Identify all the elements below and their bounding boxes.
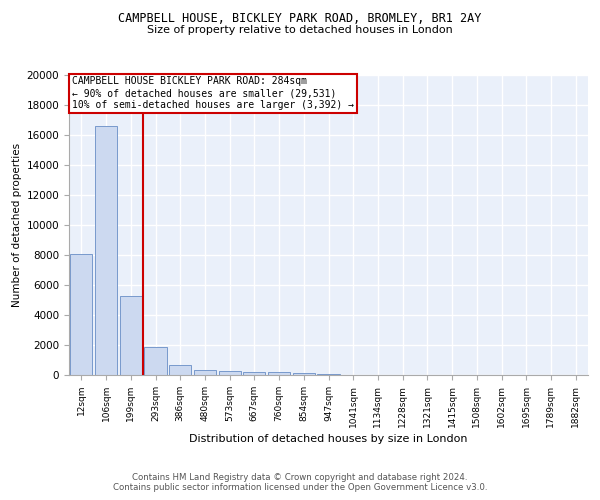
Bar xyxy=(119,296,142,375)
Text: Contains public sector information licensed under the Open Government Licence v3: Contains public sector information licen… xyxy=(113,484,487,492)
Text: CAMPBELL HOUSE BICKLEY PARK ROAD: 284sqm
← 90% of detached houses are smaller (2: CAMPBELL HOUSE BICKLEY PARK ROAD: 284sqm… xyxy=(71,76,353,110)
Bar xyxy=(317,374,340,375)
Bar xyxy=(95,126,117,375)
Y-axis label: Number of detached properties: Number of detached properties xyxy=(13,143,22,307)
Bar xyxy=(169,364,191,375)
Bar xyxy=(145,347,167,375)
X-axis label: Distribution of detached houses by size in London: Distribution of detached houses by size … xyxy=(189,434,468,444)
Text: CAMPBELL HOUSE, BICKLEY PARK ROAD, BROMLEY, BR1 2AY: CAMPBELL HOUSE, BICKLEY PARK ROAD, BROML… xyxy=(118,12,482,26)
Bar xyxy=(218,371,241,375)
Text: Contains HM Land Registry data © Crown copyright and database right 2024.: Contains HM Land Registry data © Crown c… xyxy=(132,472,468,482)
Bar xyxy=(194,370,216,375)
Bar xyxy=(243,372,265,375)
Bar xyxy=(293,373,315,375)
Bar xyxy=(70,254,92,375)
Bar xyxy=(268,372,290,375)
Text: Size of property relative to detached houses in London: Size of property relative to detached ho… xyxy=(147,25,453,35)
